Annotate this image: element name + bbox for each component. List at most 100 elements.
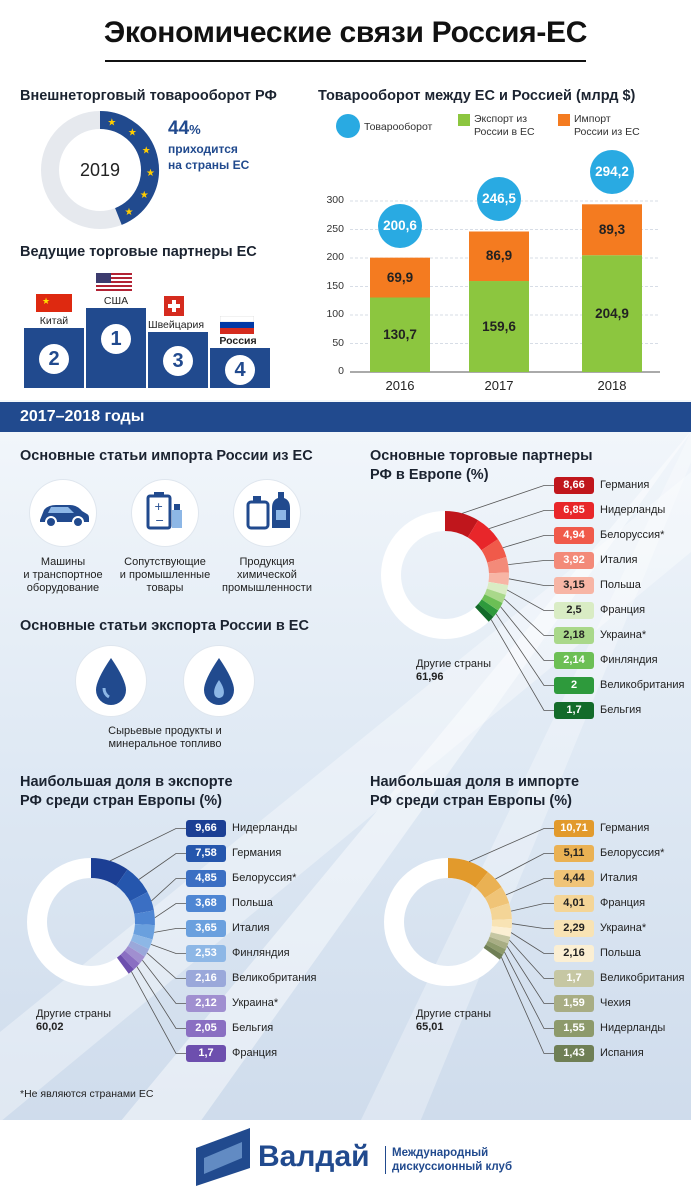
donut-country-label: Финляндия [600, 654, 658, 666]
y-tick-label: 250 [326, 222, 344, 235]
trade-chart-title: Товарооборот между ЕС и Россией (млрд $) [318, 88, 636, 104]
donut-country-label: Франция [232, 1047, 278, 1059]
donut-value-badge: 2,5 [554, 602, 594, 619]
usa-flag-icon [96, 273, 132, 293]
donut-value-badge: 3,68 [186, 895, 226, 912]
exports-items-title: Основные статьи экспорта России в ЕС [20, 618, 309, 634]
donut-value-badge: 1,7 [554, 970, 594, 987]
import-share-title-line: Наибольшая доля в импорте [370, 774, 580, 790]
donut-value-badge: 5,11 [554, 845, 594, 862]
caption-line: и транспортное [23, 569, 103, 581]
period-band: 2017–2018 годы [0, 402, 691, 432]
title-underline [105, 60, 586, 62]
donut-country-label: Великобритания [600, 972, 685, 984]
y-tick-label: 100 [326, 308, 344, 320]
donut-value-badge: 10,71 [554, 820, 594, 837]
footer-sub-line: Международный [392, 1147, 489, 1159]
import-share-title: Наибольшая доля в импорте РФ среди стран … [370, 773, 579, 811]
legend-import-label-2: России из ЕС [574, 126, 640, 138]
partners-title-line: Основные торговые партнеры [370, 448, 593, 464]
trade-share-text1: приходится [168, 142, 238, 156]
donut-value-badge: 2,12 [186, 995, 226, 1012]
podium-label-usa: США [103, 295, 129, 307]
imports-item-1-caption: Машины и транспортное оборудование [5, 556, 121, 595]
bar-import-label: 89,3 [598, 221, 626, 237]
donut-value-badge: 7,58 [186, 845, 226, 862]
turnover-total-bubble: 200,6 [378, 203, 422, 248]
donut-country-label: Нидерланды [600, 504, 666, 516]
oil-drop-icon [96, 658, 126, 705]
caption-line: оборудование [26, 582, 100, 594]
turnover-total-bubble: 294,2 [590, 150, 634, 195]
podium-block-4: 4 [208, 346, 272, 390]
trade-share-percent-value: 44 [168, 118, 190, 139]
other-label-value: 60,02 [36, 1021, 64, 1033]
donut-value-badge: 2,14 [554, 652, 594, 669]
bar-export-label: 130,7 [383, 326, 417, 342]
footer-sub-line: дискуссионный клуб [392, 1161, 513, 1173]
caption-line: минеральное топливо [108, 738, 222, 750]
svg-text:+: + [154, 500, 163, 513]
valdai-logo-icon [196, 1128, 250, 1186]
caption-line: Продукция [239, 556, 295, 568]
industrial-goods-icon-circle: + − [132, 480, 198, 546]
donut-country-label: Германия [600, 822, 650, 834]
eu-star-icon: ★ [142, 146, 151, 157]
other-label-text: Другие страны [36, 1008, 112, 1020]
donut-value-badge: 1,43 [554, 1045, 594, 1062]
legend-turnover-swatch [336, 114, 360, 138]
partners-other-label: Другие страны 61,96 [416, 658, 491, 684]
legend-import-label-1: Импорт [574, 113, 611, 125]
legend-export-label-2: России в ЕС [474, 126, 535, 138]
donut-value-badge: 2,05 [186, 1020, 226, 1037]
donut-value-badge: 2,29 [554, 920, 594, 937]
donut-value-badge: 4,94 [554, 527, 594, 544]
donut-country-label: Бельгия [600, 704, 642, 716]
export-other-label: Другие страны 60,02 [36, 1008, 111, 1034]
legend-turnover-label: Товарооборот [364, 121, 433, 133]
eu-star-icon: ★ [146, 168, 155, 179]
caption-line: Машины [40, 556, 86, 568]
donut-country-label: Нидерланды [600, 1022, 666, 1034]
trade-share-year: 2019 [79, 160, 121, 180]
donut-value-badge: 3,92 [554, 552, 594, 569]
eu-share-donut: ★ ★ ★ ★ ★ ★ [41, 111, 159, 229]
donut-country-label: Бельгия [232, 1022, 274, 1034]
donut-value-badge: 1,7 [186, 1045, 226, 1062]
donut-value-badge: 4,85 [186, 870, 226, 887]
export-share-title-line: РФ среди стран Европы (%) [20, 793, 222, 809]
podium-rank-3: 3 [163, 346, 193, 376]
donut-country-label: Франция [600, 604, 646, 616]
export-share-title: Наибольшая доля в экспорте РФ среди стран… [20, 773, 233, 811]
trade-share-title: Внешнеторговый товарооборот РФ [20, 88, 277, 104]
donut-value-badge: 2,18 [554, 627, 594, 644]
podium-block-2: 2 [22, 326, 86, 390]
donut-country-label: Франция [600, 897, 646, 909]
donut-country-label: Польша [600, 947, 641, 959]
donut-value-badge: 2,16 [554, 945, 594, 962]
bar-export-label: 159,6 [482, 318, 516, 334]
oil-icon-circle [76, 646, 146, 716]
x-tick-label: 2017 [484, 378, 514, 393]
caption-line: промышленности [222, 582, 312, 594]
eu-star-icon: ★ [107, 117, 116, 128]
caption-line: Сопутствующие [124, 556, 206, 568]
donut-country-label: Чехия [600, 997, 631, 1009]
battery-icon: +− [146, 492, 182, 530]
legend-export-label-1: Экспорт из [474, 113, 528, 125]
donut-country-label: Испания [600, 1047, 644, 1059]
bar-import-label: 86,9 [485, 248, 513, 264]
other-label-text: Другие страны [416, 658, 492, 670]
switzerland-flag-icon [164, 296, 184, 316]
footer-subtitle: Международный дискуссионный клуб [392, 1146, 512, 1174]
imports-item-3-caption: Продукция химической промышленности [209, 556, 325, 595]
x-tick-label: 2018 [597, 378, 627, 393]
legend-import-swatch [558, 114, 570, 126]
donut-country-label: Германия [600, 479, 650, 491]
other-label-value: 61,96 [416, 671, 444, 683]
y-tick-label: 200 [326, 251, 344, 263]
podium-rank-2: 2 [39, 344, 69, 374]
import-share-title-line: РФ среди стран Европы (%) [370, 793, 572, 809]
trade-share-text2: на страны ЕС [168, 158, 250, 172]
podium-rank-1: 1 [101, 324, 131, 354]
